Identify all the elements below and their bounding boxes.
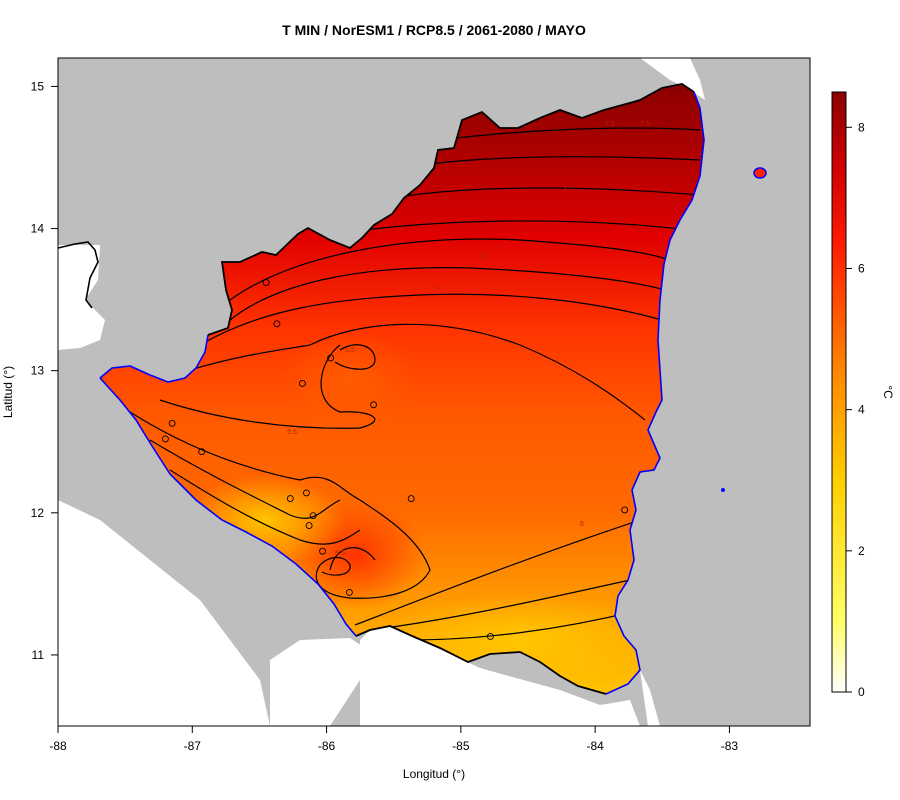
station-marker [161, 435, 169, 443]
colorbar-tick-label: 4 [858, 403, 865, 417]
contour-line [319, 556, 351, 576]
station-marker [262, 279, 270, 287]
y-tick-label: 12 [31, 506, 45, 520]
station-marker [302, 489, 310, 497]
north-sea-strip [640, 58, 705, 100]
contour-line [159, 344, 376, 429]
contour-line [149, 439, 341, 519]
contour-line [334, 344, 376, 370]
x-tick-label: -84 [586, 739, 604, 753]
lake-nicaragua-south-sea [360, 620, 640, 726]
contour-label: 7.5 [605, 121, 615, 128]
station-marker [319, 547, 326, 555]
contour-label: 6 [436, 285, 440, 292]
x-axis-label: Longitud (°) [403, 767, 465, 781]
x-axis: -88 -87 -86 -85 -84 -83 [49, 726, 738, 753]
sea-areas [58, 58, 705, 726]
contour-line [329, 547, 376, 571]
contour-line [379, 187, 701, 201]
corn-islands [721, 167, 767, 492]
honduras-border [57, 241, 99, 309]
mid-anomaly [280, 330, 420, 430]
station-marker [273, 320, 281, 328]
pacific-ocean-south [270, 638, 368, 726]
station-marker [305, 522, 313, 530]
y-tick-label: 14 [31, 222, 45, 236]
x-tick-label: -88 [49, 739, 67, 753]
station-marker [407, 495, 415, 503]
station-marker [168, 419, 176, 427]
pacific-ocean [58, 500, 270, 726]
colorbar-tick-label: 2 [858, 544, 865, 558]
contour-label: 6.5 [479, 253, 489, 260]
contour-line [229, 267, 666, 321]
contour-label: 5.5 [287, 429, 297, 436]
coastline [99, 91, 705, 695]
station-marker [198, 448, 206, 456]
x-tick-label: -87 [184, 739, 202, 753]
station-marker [345, 588, 353, 596]
station-marker [327, 354, 335, 362]
nicaragua-land [99, 83, 705, 695]
caribbean-sea [640, 670, 660, 726]
contour-label: 6.5 [335, 550, 345, 557]
colorbar: 8 6 4 2 0 °C [831, 91, 895, 699]
station-marker [286, 495, 294, 503]
y-axis: 15 14 13 12 11 [31, 79, 58, 662]
station-marker [309, 512, 317, 520]
contour-line [229, 238, 671, 301]
contour-line [419, 156, 701, 166]
y-axis-label: Latitud (°) [1, 366, 15, 418]
contour-labels: 7.5 7.5 7 6.5 6 6.5 5.5 6 6.5 [287, 121, 650, 557]
y-tick-label: 13 [31, 364, 45, 378]
northern-border [207, 83, 695, 695]
colorbar-ticks: 8 6 4 2 0 [846, 120, 865, 699]
colorbar-tick-label: 6 [858, 261, 865, 275]
contour-line [354, 519, 641, 626]
colorbar-ramp [831, 91, 847, 693]
contour-label: 6.5 [345, 347, 355, 354]
contour-line [439, 127, 701, 141]
y-tick-label: 11 [32, 648, 45, 662]
x-tick-label: -86 [318, 739, 336, 753]
contour-lines [129, 127, 701, 641]
station-marker [486, 633, 494, 640]
weather-stations [161, 279, 629, 640]
station-marker [370, 401, 378, 409]
contour-line [189, 323, 646, 421]
colorbar-tick-label: 8 [858, 120, 865, 134]
contour-label: 6 [580, 521, 584, 528]
contour-line [129, 411, 431, 599]
contour-label: 7 [563, 187, 567, 194]
contour-label: 7.5 [640, 121, 650, 128]
x-tick-label: -85 [452, 739, 470, 753]
contour-line [169, 469, 361, 545]
colorbar-tick-label: 0 [858, 685, 865, 699]
station-marker [621, 506, 629, 514]
contour-line [199, 293, 663, 346]
map-title: T MIN / NorESM1 / RCP8.5 / 2061-2080 / M… [282, 22, 586, 38]
x-tick-label: -83 [721, 739, 739, 753]
contour-line [409, 609, 641, 641]
station-marker [298, 380, 306, 387]
map-frame [57, 57, 811, 727]
contour-line [369, 579, 631, 631]
colorbar-unit: °C [881, 385, 895, 399]
y-tick-label: 15 [31, 79, 45, 93]
